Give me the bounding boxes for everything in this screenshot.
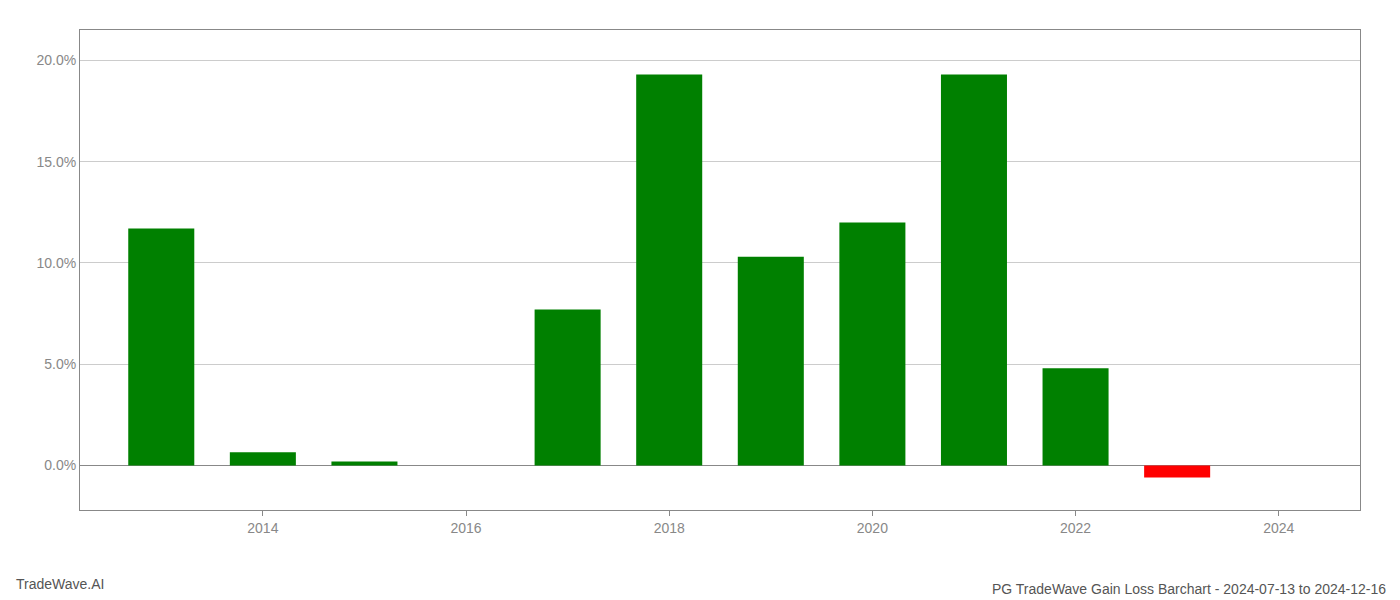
svg-text:20.0%: 20.0% bbox=[36, 52, 76, 68]
svg-text:2014: 2014 bbox=[247, 520, 278, 536]
svg-text:2024: 2024 bbox=[1263, 520, 1294, 536]
svg-text:2020: 2020 bbox=[857, 520, 888, 536]
svg-text:TradeWave.AI: TradeWave.AI bbox=[16, 576, 104, 592]
svg-text:5.0%: 5.0% bbox=[44, 356, 76, 372]
svg-text:15.0%: 15.0% bbox=[36, 154, 76, 170]
svg-text:2022: 2022 bbox=[1060, 520, 1091, 536]
svg-text:10.0%: 10.0% bbox=[36, 255, 76, 271]
svg-text:2016: 2016 bbox=[450, 520, 481, 536]
svg-text:2018: 2018 bbox=[654, 520, 685, 536]
svg-text:PG TradeWave Gain Loss Barchar: PG TradeWave Gain Loss Barchart - 2024-0… bbox=[992, 581, 1386, 597]
svg-text:0.0%: 0.0% bbox=[44, 457, 76, 473]
